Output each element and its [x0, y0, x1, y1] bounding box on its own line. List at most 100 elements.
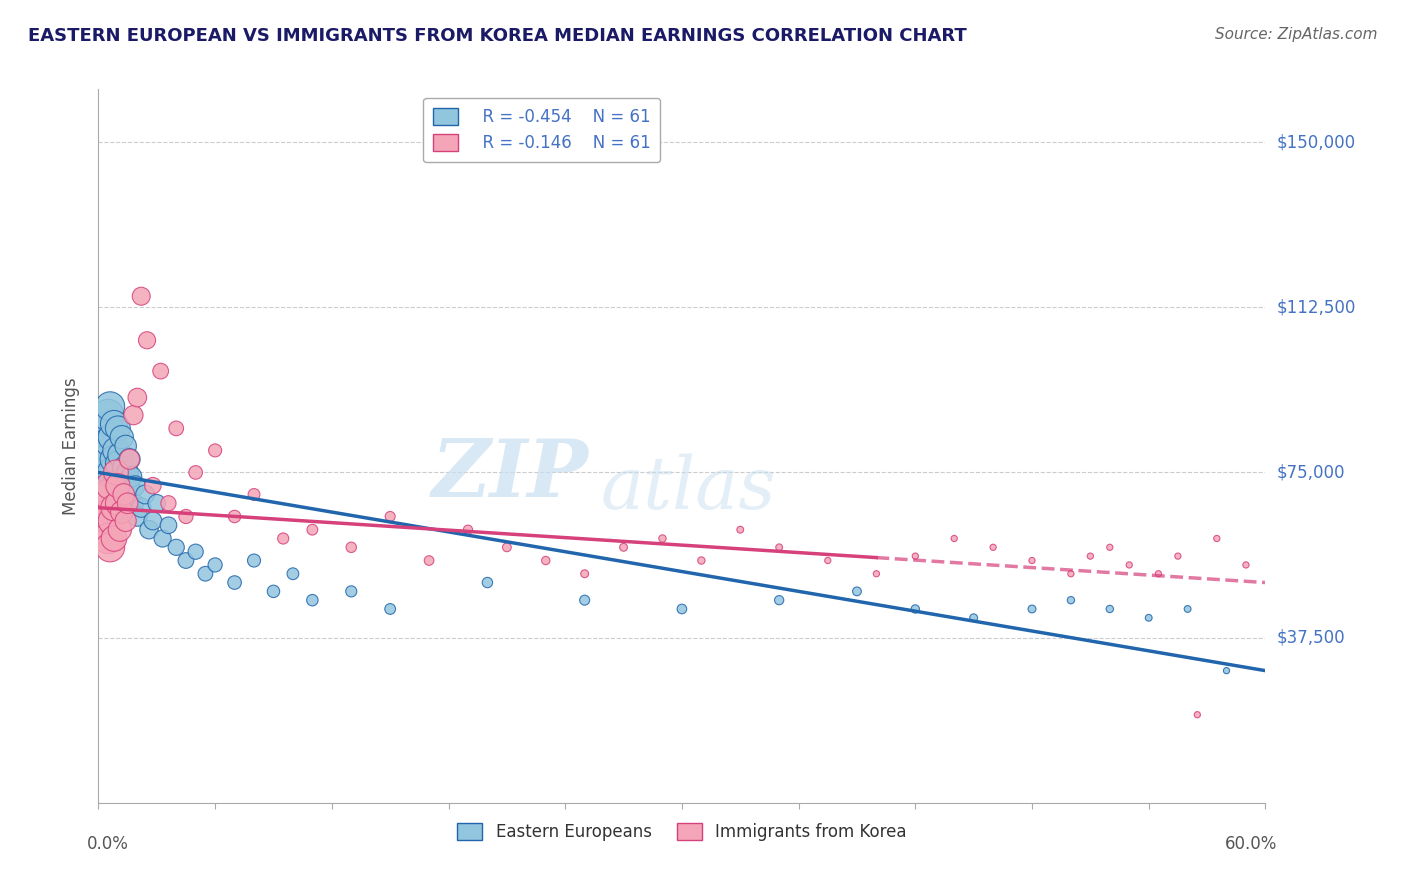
Point	[98, 541, 121, 555]
Point	[1187, 707, 1209, 722]
Point	[136, 333, 159, 347]
Point	[146, 496, 169, 510]
Point	[111, 487, 134, 501]
Point	[122, 496, 145, 510]
Point	[671, 602, 693, 616]
Point	[114, 514, 136, 528]
Point	[194, 566, 217, 581]
Point	[865, 566, 887, 581]
Point	[112, 461, 135, 475]
Point	[204, 443, 226, 458]
Point	[103, 452, 125, 467]
Point	[1147, 566, 1170, 581]
Text: atlas: atlas	[600, 453, 776, 524]
Point	[768, 541, 790, 555]
Point	[107, 421, 129, 435]
Point	[943, 532, 966, 546]
Point	[118, 452, 141, 467]
Point	[1098, 602, 1121, 616]
Point	[574, 593, 596, 607]
Point	[281, 566, 304, 581]
Point	[1215, 664, 1237, 678]
Point	[904, 549, 927, 563]
Point	[224, 509, 246, 524]
Point	[651, 532, 673, 546]
Point	[104, 470, 127, 484]
Point	[301, 523, 323, 537]
Point	[981, 541, 1004, 555]
Point	[1118, 558, 1140, 572]
Point	[243, 553, 266, 567]
Point	[1167, 549, 1189, 563]
Point	[271, 532, 294, 546]
Point	[138, 523, 160, 537]
Point	[340, 584, 363, 599]
Point	[418, 553, 440, 567]
Point	[117, 466, 139, 480]
Point	[101, 514, 124, 528]
Point	[1205, 532, 1227, 546]
Point	[129, 289, 152, 303]
Text: $112,500: $112,500	[1277, 298, 1355, 317]
Point	[224, 575, 246, 590]
Point	[690, 553, 713, 567]
Point	[1177, 602, 1199, 616]
Point	[534, 553, 557, 567]
Point	[1234, 558, 1257, 572]
Point	[103, 500, 125, 515]
Point	[108, 478, 131, 492]
Point	[1021, 553, 1043, 567]
Point	[124, 478, 146, 492]
Point	[496, 541, 519, 555]
Point	[114, 439, 136, 453]
Point	[118, 452, 141, 467]
Point	[111, 430, 134, 444]
Point	[107, 478, 129, 492]
Text: EASTERN EUROPEAN VS IMMIGRANTS FROM KOREA MEDIAN EARNINGS CORRELATION CHART: EASTERN EUROPEAN VS IMMIGRANTS FROM KORE…	[28, 27, 967, 45]
Point	[97, 532, 120, 546]
Point	[118, 478, 141, 492]
Point	[104, 466, 127, 480]
Point	[204, 558, 226, 572]
Point	[127, 509, 149, 524]
Point	[108, 448, 131, 462]
Point	[165, 421, 187, 435]
Point	[111, 505, 134, 519]
Point	[340, 541, 363, 555]
Point	[93, 443, 115, 458]
Point	[101, 466, 124, 480]
Point	[98, 434, 121, 449]
Text: 60.0%: 60.0%	[1225, 835, 1277, 853]
Point	[817, 553, 839, 567]
Point	[165, 541, 187, 555]
Point	[730, 523, 752, 537]
Point	[107, 457, 129, 471]
Point	[1060, 593, 1083, 607]
Point	[457, 523, 479, 537]
Point	[98, 478, 121, 492]
Point	[184, 466, 207, 480]
Point	[97, 408, 120, 422]
Point	[98, 400, 121, 414]
Point	[112, 487, 135, 501]
Point	[97, 452, 120, 467]
Point	[127, 391, 149, 405]
Point	[574, 566, 596, 581]
Point	[103, 532, 125, 546]
Point	[142, 514, 165, 528]
Point	[149, 364, 172, 378]
Point	[1098, 541, 1121, 555]
Point	[93, 523, 115, 537]
Point	[477, 575, 499, 590]
Point	[262, 584, 284, 599]
Text: 0.0%: 0.0%	[87, 835, 128, 853]
Point	[380, 602, 402, 616]
Point	[301, 593, 323, 607]
Point	[1137, 611, 1160, 625]
Point	[243, 487, 266, 501]
Point	[142, 478, 165, 492]
Point	[129, 500, 152, 515]
Point	[174, 553, 197, 567]
Text: ZIP: ZIP	[432, 436, 589, 513]
Point	[1060, 566, 1083, 581]
